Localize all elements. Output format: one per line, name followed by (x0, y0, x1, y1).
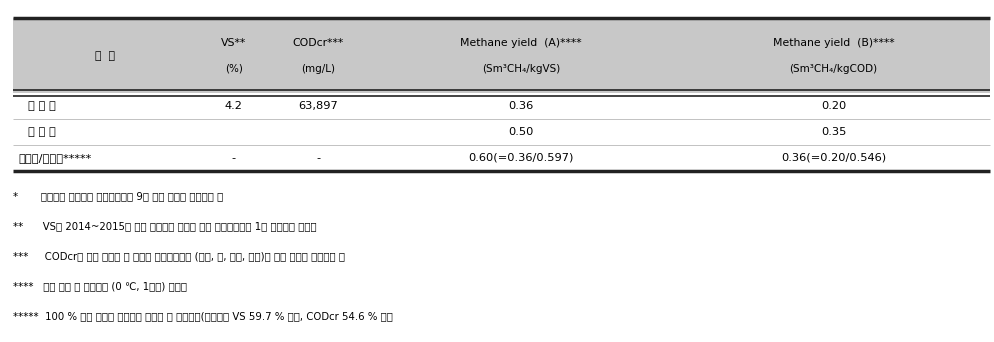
Text: 0.20: 0.20 (821, 101, 846, 111)
Text: 0.36: 0.36 (509, 101, 534, 111)
Text: VS**: VS** (222, 38, 247, 48)
Text: **      VS은 2014~2015년 동안 정상운전 기간의 현장 분석데이터를 1일 평균치로 적용함: ** VS은 2014~2015년 동안 정상운전 기간의 현장 분석데이터를 … (13, 221, 317, 231)
Text: ****   건조 가스 및 표준상태 (0 ℃, 1기압) 기준임: **** 건조 가스 및 표준상태 (0 ℃, 1기압) 기준임 (13, 281, 187, 291)
Text: Methane yield  (B)****: Methane yield (B)**** (772, 38, 895, 48)
Bar (13, 18, 990, 93)
Text: 0.50: 0.50 (509, 127, 534, 137)
Text: (%): (%) (225, 64, 243, 74)
Text: (mg/L): (mg/L) (301, 64, 335, 74)
Text: (Sm³CH₄/kgCOD): (Sm³CH₄/kgCOD) (789, 64, 878, 74)
Text: Methane yield  (A)****: Methane yield (A)**** (460, 38, 582, 48)
Text: CODcr***: CODcr*** (292, 38, 344, 48)
Text: -: - (232, 153, 236, 163)
Text: (Sm³CH₄/kgVS): (Sm³CH₄/kgVS) (482, 64, 561, 74)
Text: 이 론 치: 이 론 치 (28, 127, 56, 137)
Text: 63,897: 63,897 (298, 101, 338, 111)
Text: 실 측 치: 실 측 치 (28, 101, 56, 111)
Text: 4.2: 4.2 (225, 101, 243, 111)
Text: *****  100 % 분해 가정시 실측치를 근거로 한 추정치임(분해율은 VS 59.7 % 이고, CODcr 54.6 % 적용: ***** 100 % 분해 가정시 실측치를 근거로 한 추정치임(분해율은 … (13, 311, 394, 321)
Text: ***     CODcr은 현장 분석값 및 사계절 정밀모니터링 (겨울, 봄, 여름, 가을)의 분석 자료를 바탕으로 함: *** CODcr은 현장 분석값 및 사계절 정밀모니터링 (겨울, 봄, 여… (13, 251, 345, 261)
Text: 0.60(=0.36/0.597): 0.60(=0.36/0.597) (468, 153, 574, 163)
Text: 0.36(=0.20/0.546): 0.36(=0.20/0.546) (781, 153, 886, 163)
Text: 실측치/분해율*****: 실측치/분해율***** (18, 153, 91, 163)
Text: 구  분: 구 분 (95, 51, 115, 61)
Text: *       가축분뇨 병합처리 바이오가스화 9개 시설 경우를 기준으로 함: * 가축분뇨 병합처리 바이오가스화 9개 시설 경우를 기준으로 함 (13, 192, 224, 201)
Text: 0.35: 0.35 (821, 127, 846, 137)
Text: -: - (316, 153, 320, 163)
